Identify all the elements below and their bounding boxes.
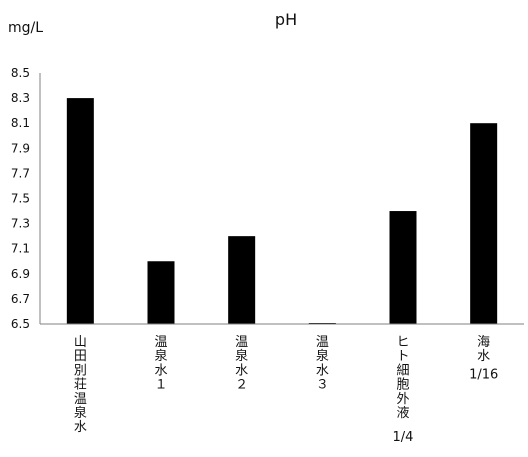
x-tick-label: 海水 [477, 335, 490, 364]
y-tick-label: 6.7 [11, 292, 30, 306]
chart-title: pH [275, 10, 297, 29]
x-tick-sublabel: 1/4 [393, 430, 414, 445]
bars [66, 98, 498, 324]
y-tick-label: 8.3 [11, 91, 30, 105]
y-tick-label: 7.7 [11, 166, 30, 180]
x-tick-label: 温泉水２ [235, 335, 248, 393]
bar [147, 261, 175, 324]
y-tick-label: 7.3 [11, 217, 30, 231]
bar [228, 236, 256, 324]
bar [470, 123, 498, 324]
y-tick-label: 7.5 [11, 192, 30, 206]
bar [389, 211, 417, 324]
x-axis-labels: 山田別荘温泉水 温泉水１ 温泉水２ 温泉水３ ヒト細胞外液 1/4 海水 1/16 [74, 335, 498, 445]
y-tick-label: 6.5 [11, 317, 30, 331]
y-tick-label: 8.5 [11, 66, 30, 80]
y-tick-label: 8.1 [11, 116, 30, 130]
y-axis-ticks: 6.5 6.7 6.9 7.1 7.3 7.5 7.7 7.9 8.1 8.3 8.5 [11, 66, 30, 331]
y-axis-unit-label: mg/L [8, 20, 43, 36]
bar [66, 98, 94, 324]
y-tick-label: 7.1 [11, 242, 30, 256]
y-tick-label: 7.9 [11, 141, 30, 155]
x-tick-label: 温泉水１ [154, 335, 167, 393]
x-tick-label: ヒト細胞外液 [396, 335, 409, 421]
x-tick-sublabel: 1/16 [469, 367, 498, 382]
x-tick-label: 温泉水３ [316, 335, 329, 393]
y-tick-label: 6.9 [11, 267, 30, 281]
x-tick-label: 山田別荘温泉水 [74, 335, 87, 435]
